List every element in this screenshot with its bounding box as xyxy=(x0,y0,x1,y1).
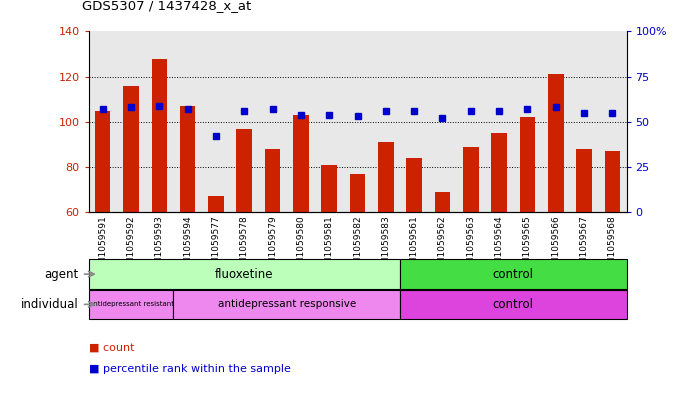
Text: antidepressant resistant: antidepressant resistant xyxy=(89,301,174,307)
Bar xyxy=(400,290,627,319)
Bar xyxy=(548,74,563,212)
Bar xyxy=(491,133,507,212)
Bar xyxy=(123,86,139,212)
Text: antidepressant responsive: antidepressant responsive xyxy=(218,299,356,309)
Bar xyxy=(576,149,592,212)
Bar xyxy=(293,115,308,212)
Bar xyxy=(265,149,281,212)
Text: GDS5307 / 1437428_x_at: GDS5307 / 1437428_x_at xyxy=(82,0,251,12)
Text: control: control xyxy=(493,268,534,281)
Bar xyxy=(350,174,365,212)
Bar xyxy=(174,290,400,319)
Bar xyxy=(208,196,224,212)
Bar xyxy=(378,142,394,212)
Bar xyxy=(321,165,337,212)
Text: fluoxetine: fluoxetine xyxy=(215,268,274,281)
Bar xyxy=(180,106,195,212)
Bar xyxy=(463,147,479,212)
Bar xyxy=(434,192,450,212)
Bar xyxy=(95,110,110,212)
Bar xyxy=(605,151,620,212)
Bar xyxy=(89,259,400,289)
Bar xyxy=(407,158,422,212)
Bar xyxy=(89,290,174,319)
Text: individual: individual xyxy=(20,298,78,311)
Text: control: control xyxy=(493,298,534,311)
Text: agent: agent xyxy=(44,268,78,281)
Text: ■ count: ■ count xyxy=(89,343,134,353)
Bar xyxy=(520,117,535,212)
Bar xyxy=(400,259,627,289)
Bar xyxy=(236,129,252,212)
Bar xyxy=(152,59,167,212)
Text: ■ percentile rank within the sample: ■ percentile rank within the sample xyxy=(89,364,290,374)
